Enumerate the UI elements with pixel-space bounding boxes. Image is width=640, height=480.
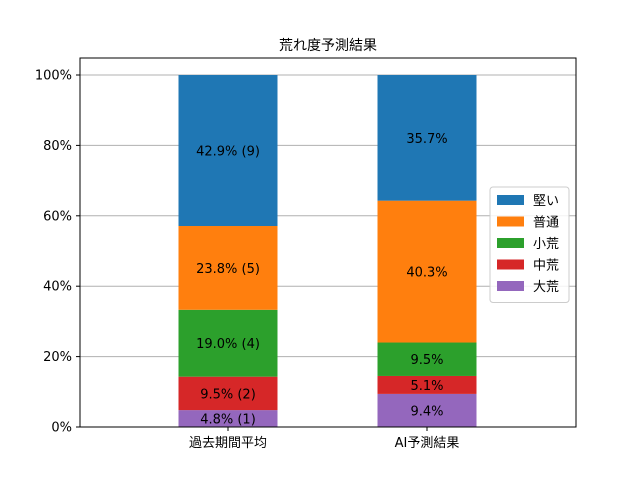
x-axis: 過去期間平均 AI予測結果 <box>189 427 459 451</box>
bar-segment <box>178 226 278 310</box>
bar-segment <box>178 376 278 411</box>
x-tick-label: 過去期間平均 <box>189 436 267 451</box>
legend-swatch <box>497 238 524 248</box>
bar-value-label: 19.0% (4) <box>196 337 260 352</box>
plot-frame <box>79 57 577 428</box>
bars-group <box>178 75 477 427</box>
legend-label: 堅い <box>533 194 559 209</box>
bar-segment <box>377 375 477 394</box>
legend-box <box>489 186 570 303</box>
y-tick-label: 80% <box>43 139 72 154</box>
bar-value-label: 42.9% (9) <box>196 145 260 160</box>
bar-segment <box>178 75 278 227</box>
bar-value-label: 23.8% (5) <box>196 262 260 277</box>
bar-value-label: 35.7% <box>406 132 447 147</box>
bar-segment <box>377 75 477 201</box>
legend-label: 大荒 <box>533 280 559 295</box>
y-tick-label: 100% <box>35 69 72 84</box>
y-axis: 0% 20% 40% 60% 80% 100% <box>35 69 80 436</box>
bar-value-label: 40.3% <box>406 266 447 281</box>
legend-label: 普通 <box>533 216 559 231</box>
legend-swatch <box>497 195 524 205</box>
bar-value-label: 9.4% <box>410 404 443 419</box>
bar-segment <box>377 200 477 343</box>
y-tick-label: 0% <box>51 421 72 436</box>
bar-value-label: 9.5% (2) <box>200 387 256 402</box>
bar-segment <box>377 393 477 427</box>
y-tick-label: 40% <box>43 280 72 295</box>
legend-swatch <box>497 259 524 270</box>
x-tick-label: AI予測結果 <box>395 436 460 451</box>
bar-segment <box>377 342 477 376</box>
legend-swatch <box>497 216 524 227</box>
bar-value-label: 5.1% <box>410 379 443 394</box>
bar-value-label: 9.5% <box>410 353 443 368</box>
legend-label: 小荒 <box>533 237 559 252</box>
bar-value-label: 4.8% (1) <box>200 413 256 428</box>
y-tick-label: 60% <box>43 209 72 224</box>
legend-label: 中荒 <box>533 259 559 274</box>
bar-segment <box>178 309 278 377</box>
y-tick-label: 20% <box>43 350 72 365</box>
bar-segment <box>178 410 278 427</box>
chart-title: 荒れ度予測結果 <box>279 38 377 54</box>
legend-swatch <box>497 281 524 291</box>
bar-labels-group: 4.8% (1) 9.5% (2) 19.0% (4) 23.8% (5) 42.9% … <box>196 132 448 428</box>
